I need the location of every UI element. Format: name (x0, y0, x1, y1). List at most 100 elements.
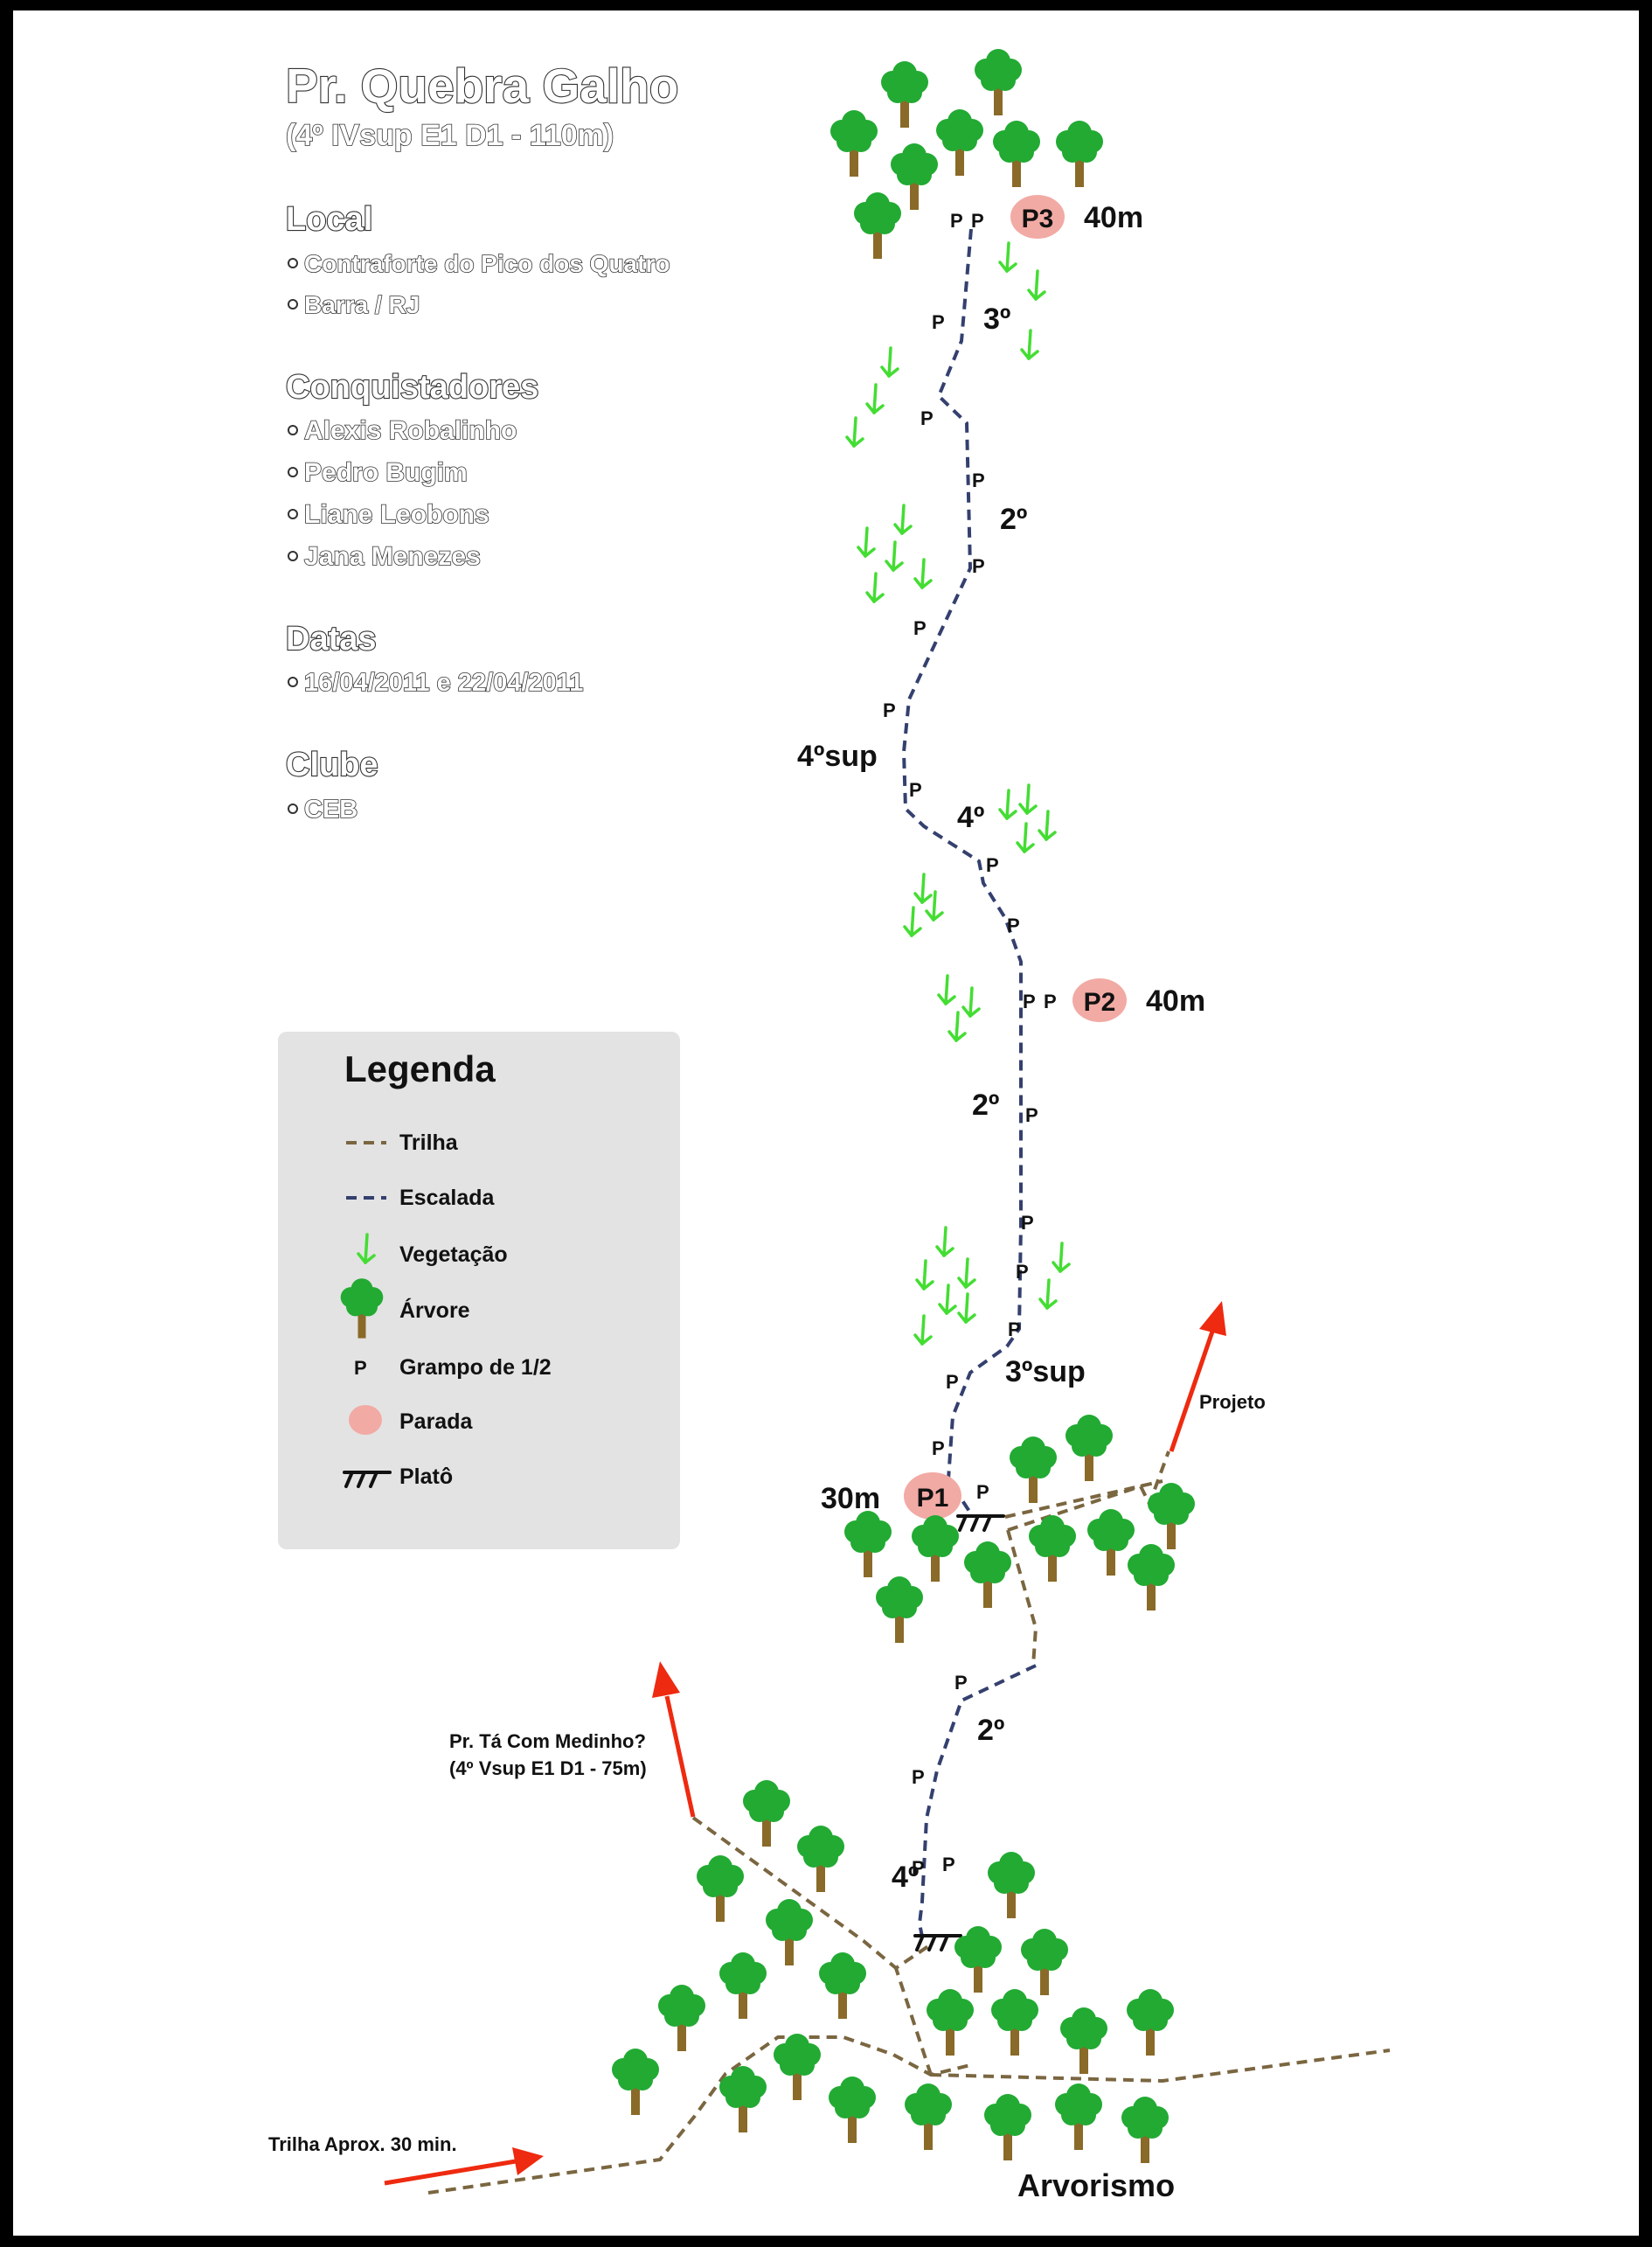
tree-icon (991, 1989, 1038, 2056)
bolt: P (1021, 1212, 1034, 1234)
vegetation-icon (1038, 810, 1057, 841)
grade-label: 3º (983, 303, 1010, 336)
tree-icon (1128, 1544, 1175, 1610)
arrow-projeto (1169, 1301, 1226, 1452)
bolt: P (972, 555, 985, 577)
vegetation-icon (937, 974, 956, 1005)
tree-icon (697, 1855, 744, 1922)
tree-icon (964, 1541, 1011, 1608)
vegetation-icon (880, 346, 899, 378)
tree-icon (719, 1952, 767, 2019)
projeto-trail (1007, 1450, 1170, 1532)
route-title: Pr. Quebra Galho (286, 59, 678, 113)
vegetation-icon (1027, 269, 1046, 301)
legend-station-label: Parada (399, 1409, 473, 1434)
plato-marker (956, 1514, 1005, 1532)
bolt: P (1007, 915, 1020, 936)
tree-icon (830, 110, 878, 177)
bolt: P (942, 1854, 955, 1875)
tree-icon (1021, 1929, 1068, 1995)
approach-label: Trilha Aprox. 30 min. (268, 2133, 457, 2155)
trees (612, 49, 1195, 2163)
climb-line (901, 228, 1037, 1937)
neighbor-route-name: Pr. Tá Com Medinho? (449, 1730, 646, 1752)
station-p1: P1 30m (821, 1472, 961, 1520)
arrow-neighbor-route (652, 1661, 696, 1818)
tree-icon (774, 2034, 821, 2100)
vegetation-icon (957, 1292, 976, 1324)
approach-trail (427, 2035, 971, 2195)
legend-climb-label: Escalada (399, 1186, 496, 1210)
tree-icon (854, 192, 901, 259)
tree-icon (1127, 1989, 1174, 2056)
legend-station-icon (349, 1405, 382, 1435)
legend-trail-label: Trilha (399, 1130, 459, 1155)
bolt: P (1008, 1318, 1021, 1340)
arvorismo-label: Arvorismo (1017, 2167, 1175, 2203)
tree-icon (988, 1852, 1035, 1918)
local-list: Contraforte do Pico dos Quatro Barra / R… (288, 249, 670, 319)
bolt: P (954, 1672, 968, 1694)
conquistadores-list: Alexis Robalinho Pedro Bugim Liane Leobo… (288, 415, 517, 572)
tree-icon (936, 109, 983, 176)
plato-marker (913, 1934, 962, 1951)
bolt: P (1044, 991, 1057, 1012)
tree-icon (912, 1515, 959, 1582)
route-grade: (4º IVsup E1 D1 - 110m) (286, 119, 614, 152)
vegetation-icon (1018, 783, 1038, 815)
tree-icon (1056, 121, 1103, 187)
clube-list: CEB (288, 795, 358, 824)
bolt: P (909, 779, 922, 801)
legend-title: Legenda (344, 1048, 496, 1089)
tree-icon (766, 1899, 813, 1965)
legend-plato-label: Platô (399, 1464, 453, 1489)
vegetation-icon (938, 1284, 957, 1315)
clube-item: CEB (304, 796, 357, 824)
conquistador-item: Pedro Bugim (304, 458, 468, 487)
datas-list: 16/04/2011 e 22/04/2011 (288, 668, 584, 698)
vegetation-icon (845, 416, 864, 448)
conquistador-item: Alexis Robalinho (304, 416, 517, 445)
station-marker (904, 1472, 961, 1520)
grade-label: 4ºsup (797, 740, 878, 773)
grade-label: 2º (977, 1714, 1004, 1747)
vegetation-icon (1038, 1278, 1058, 1310)
local-item: Contraforte do Pico dos Quatro (304, 250, 670, 277)
station-length: 40m (1146, 984, 1205, 1018)
trail-to-start (893, 1944, 933, 2076)
tree-icon (1029, 1515, 1076, 1582)
clube-heading: Clube (286, 747, 378, 783)
vegetation-icon (957, 1257, 976, 1289)
grade-label: 2º (1000, 503, 1027, 536)
grade-label: 4º (957, 801, 984, 834)
legend-tree-label: Árvore (399, 1297, 470, 1323)
station-name: P3 (1022, 205, 1054, 233)
tree-icon (1060, 2007, 1107, 2074)
bolt: P (1023, 991, 1036, 1012)
tree-icon (984, 2094, 1031, 2160)
bolt: P (932, 311, 945, 333)
station-length: 30m (821, 1482, 880, 1515)
tree-icon (927, 1989, 974, 2056)
datas-heading: Datas (286, 621, 377, 657)
vegetation-icon (903, 906, 922, 937)
bolt: P (883, 699, 896, 721)
station-marker (1010, 195, 1065, 239)
projeto-trail-branch (1004, 1479, 1163, 1519)
legend-bolt-label: Grampo de 1/2 (399, 1355, 552, 1380)
grade-label: 3ºsup (1005, 1355, 1086, 1388)
vegetation-icon (1020, 329, 1039, 360)
vegetation-icon (913, 873, 933, 904)
vegetation-icon (915, 1259, 934, 1290)
bolt: P (913, 617, 927, 639)
neighbor-route-grade: (4º Vsup E1 D1 - 75m) (449, 1757, 647, 1779)
tree-icon (844, 1511, 892, 1577)
tree-icon (1087, 1509, 1135, 1576)
tree-icon (797, 1826, 844, 1892)
tree-icon (876, 1576, 923, 1643)
grade-label: 4º (892, 1861, 919, 1894)
tree-icon (1065, 1415, 1113, 1481)
tree-icon (881, 61, 928, 128)
arrow-approach (384, 2147, 544, 2186)
